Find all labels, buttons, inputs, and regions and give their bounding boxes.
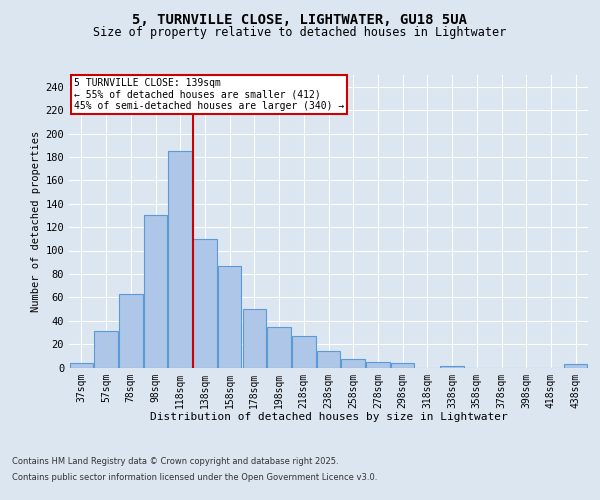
Bar (70, 363, 93, 368)
Y-axis label: Number of detached properties: Number of detached properties (31, 130, 41, 312)
Bar (193, 239, 217, 368)
Text: Size of property relative to detached houses in Lightwater: Size of property relative to detached ho… (94, 26, 506, 39)
Bar (94, 331, 118, 368)
Bar (440, 366, 464, 368)
Bar (564, 364, 587, 368)
Text: 5, TURNVILLE CLOSE, LIGHTWATER, GU18 5UA: 5, TURNVILLE CLOSE, LIGHTWATER, GU18 5UA (133, 12, 467, 26)
Bar (144, 216, 167, 368)
Bar (242, 309, 266, 368)
Bar (317, 351, 340, 368)
Bar (366, 362, 389, 368)
Bar (268, 326, 291, 368)
Bar (169, 151, 192, 368)
Bar (341, 360, 365, 368)
Text: Contains HM Land Registry data © Crown copyright and database right 2025.: Contains HM Land Registry data © Crown c… (12, 458, 338, 466)
Text: 5 TURNVILLE CLOSE: 139sqm
← 55% of detached houses are smaller (412)
45% of semi: 5 TURNVILLE CLOSE: 139sqm ← 55% of detac… (74, 78, 344, 111)
Bar (119, 294, 143, 368)
Bar (391, 363, 415, 368)
Text: Contains public sector information licensed under the Open Government Licence v3: Contains public sector information licen… (12, 472, 377, 482)
Bar (218, 266, 241, 368)
Text: Distribution of detached houses by size in Lightwater: Distribution of detached houses by size … (150, 412, 508, 422)
Bar (292, 336, 316, 368)
